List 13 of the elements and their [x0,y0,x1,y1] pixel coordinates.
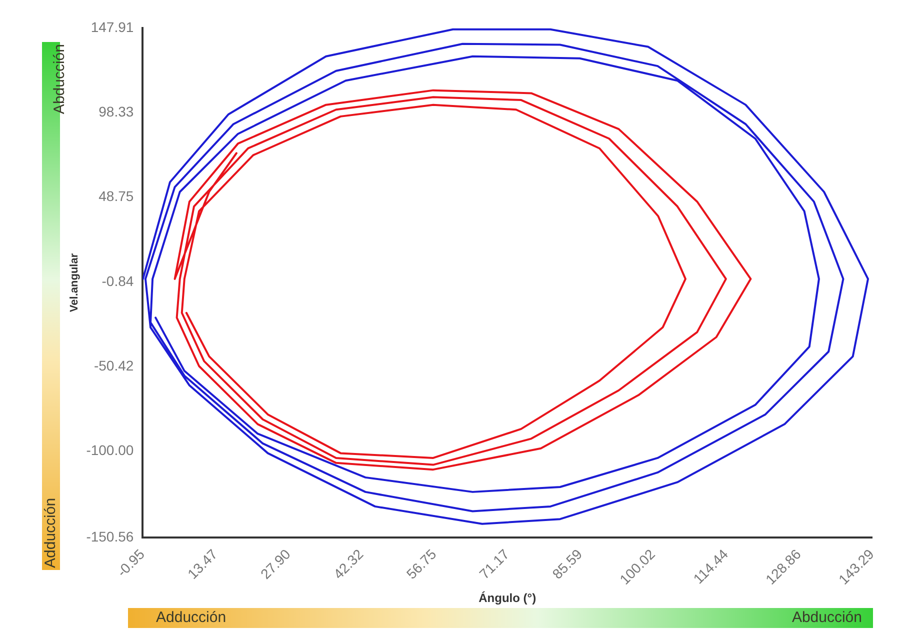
y-tick-label: 98.33 [98,103,134,120]
y-tick-label: -100.00 [86,442,134,458]
text: Abducción [792,608,862,628]
text: Adducción [156,608,226,628]
y-axis-title: Vel.angular [68,252,81,312]
y-tick-label: -0.84 [102,272,134,289]
y-tick-label: -150.56 [86,528,134,544]
y-tick-label: 48.75 [98,188,134,204]
text: Abducción [51,44,69,114]
x-axis-title: Ángulo (°) [478,591,536,606]
text: Adducción [42,498,60,568]
y-tick-label: -50.42 [94,357,134,374]
y-tick-label: 147.91 [90,18,134,35]
